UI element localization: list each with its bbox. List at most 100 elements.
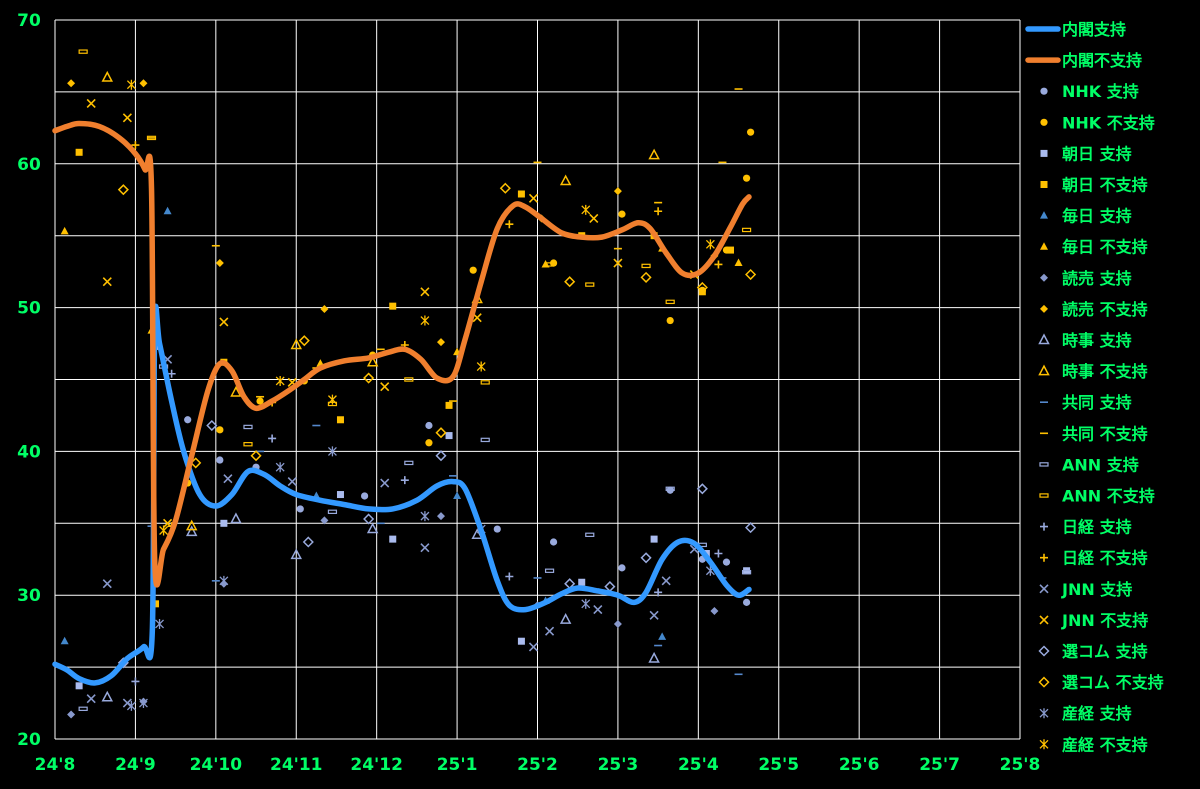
data-point <box>216 456 224 464</box>
legend-item: 読売 支持 <box>1040 269 1132 288</box>
legend-item: 共同 支持 <box>1040 393 1132 412</box>
data-point <box>185 525 198 537</box>
x-tick-label: 25'5 <box>758 755 799 775</box>
data-point <box>126 700 136 711</box>
data-point <box>581 204 591 215</box>
legend-label: NHK 支持 <box>1062 82 1139 101</box>
y-tick-label: 30 <box>17 586 41 606</box>
x-tick-label: 25'8 <box>1000 755 1041 775</box>
data-point <box>122 698 132 708</box>
legend-swatch <box>1040 87 1048 95</box>
legend-label: ANN 不支持 <box>1062 487 1155 506</box>
series-line <box>52 303 752 686</box>
data-point <box>493 525 501 533</box>
legend-label: 日経 不支持 <box>1062 549 1148 568</box>
x-tick-label: 25'7 <box>919 755 960 775</box>
legend-item: 共同 不支持 <box>1040 424 1148 443</box>
data-point <box>230 385 242 397</box>
data-point <box>78 706 88 712</box>
legend-swatch <box>1039 708 1049 719</box>
series-line <box>52 120 752 588</box>
data-point <box>380 382 390 392</box>
data-point <box>380 478 390 488</box>
data-point <box>420 511 430 522</box>
data-point <box>298 335 310 347</box>
data-point <box>581 598 591 609</box>
data-point <box>78 49 88 54</box>
data-point <box>445 401 453 409</box>
data-point <box>741 227 752 233</box>
legend-label: 読売 不支持 <box>1062 300 1148 319</box>
data-point <box>320 305 329 314</box>
data-point <box>425 439 433 447</box>
data-point <box>163 518 173 528</box>
data-point <box>696 483 708 495</box>
legend-swatch <box>1040 304 1048 313</box>
data-point <box>400 476 409 485</box>
data-point <box>517 637 525 645</box>
data-point <box>705 239 715 250</box>
data-point <box>126 79 136 90</box>
data-point <box>86 694 96 704</box>
data-point <box>747 128 755 136</box>
data-point <box>250 450 262 462</box>
legend-label: 内閣支持 <box>1062 20 1126 39</box>
legend-item: 日経 不支持 <box>1040 549 1148 568</box>
data-point <box>167 369 176 378</box>
data-point <box>722 558 731 566</box>
grid <box>54 19 1021 740</box>
data-point <box>480 437 490 443</box>
y-tick-label: 60 <box>17 155 41 175</box>
legend-label: NHK 不支持 <box>1062 113 1155 132</box>
data-point <box>67 710 76 719</box>
y-tick-label: 50 <box>17 299 41 319</box>
data-point <box>648 148 660 160</box>
legend-item: 産経 不支持 <box>1039 735 1148 754</box>
legend-swatch <box>1038 364 1050 376</box>
data-point <box>585 282 595 287</box>
data-point <box>742 174 751 182</box>
legend-swatch <box>1039 493 1049 498</box>
data-point <box>363 513 375 525</box>
x-tick-label: 25'6 <box>839 755 880 775</box>
data-point <box>60 226 69 235</box>
data-point <box>469 266 477 274</box>
data-point <box>435 450 447 462</box>
data-point <box>648 651 660 663</box>
data-point <box>117 184 129 196</box>
data-point <box>146 135 157 141</box>
legend-label: 日経 支持 <box>1062 518 1132 537</box>
legend-label: JNN 不支持 <box>1061 611 1148 630</box>
y-tick-label: 70 <box>17 11 41 31</box>
legend-label: JNN 支持 <box>1061 580 1132 599</box>
data-point <box>745 522 757 534</box>
data-point <box>745 268 757 281</box>
data-point <box>223 474 233 484</box>
data-point <box>471 528 483 540</box>
legend-item: 時事 不支持 <box>1038 362 1148 381</box>
data-point <box>640 271 652 283</box>
data-point <box>741 569 752 575</box>
data-point <box>658 632 667 640</box>
x-tick-label: 25'2 <box>517 755 558 775</box>
data-point <box>327 394 337 405</box>
data-point <box>593 605 603 615</box>
legend-label: 朝日 支持 <box>1062 144 1132 163</box>
data-point <box>505 572 514 581</box>
legend-label: 毎日 支持 <box>1062 207 1132 226</box>
legend-item: JNN 支持 <box>1039 580 1132 599</box>
data-point <box>618 564 626 572</box>
data-point <box>131 141 140 150</box>
legend-label: 共同 不支持 <box>1062 424 1148 443</box>
legend-swatch <box>1039 584 1049 594</box>
legend-item: NHK 支持 <box>1040 82 1139 101</box>
data-point <box>589 213 599 224</box>
data-point <box>102 579 112 589</box>
legend-label: 内閣不支持 <box>1062 51 1142 70</box>
legend-label: ANN 支持 <box>1062 455 1139 474</box>
legend-label: 毎日 不支持 <box>1062 238 1148 257</box>
data-point <box>327 509 338 514</box>
legend-item: 産経 支持 <box>1039 704 1132 723</box>
legend-item: 内閣支持 <box>1025 20 1126 39</box>
